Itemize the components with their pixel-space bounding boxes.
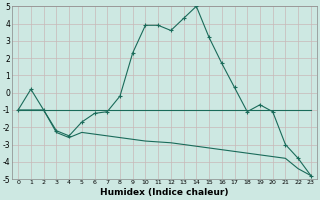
X-axis label: Humidex (Indice chaleur): Humidex (Indice chaleur) (100, 188, 229, 197)
